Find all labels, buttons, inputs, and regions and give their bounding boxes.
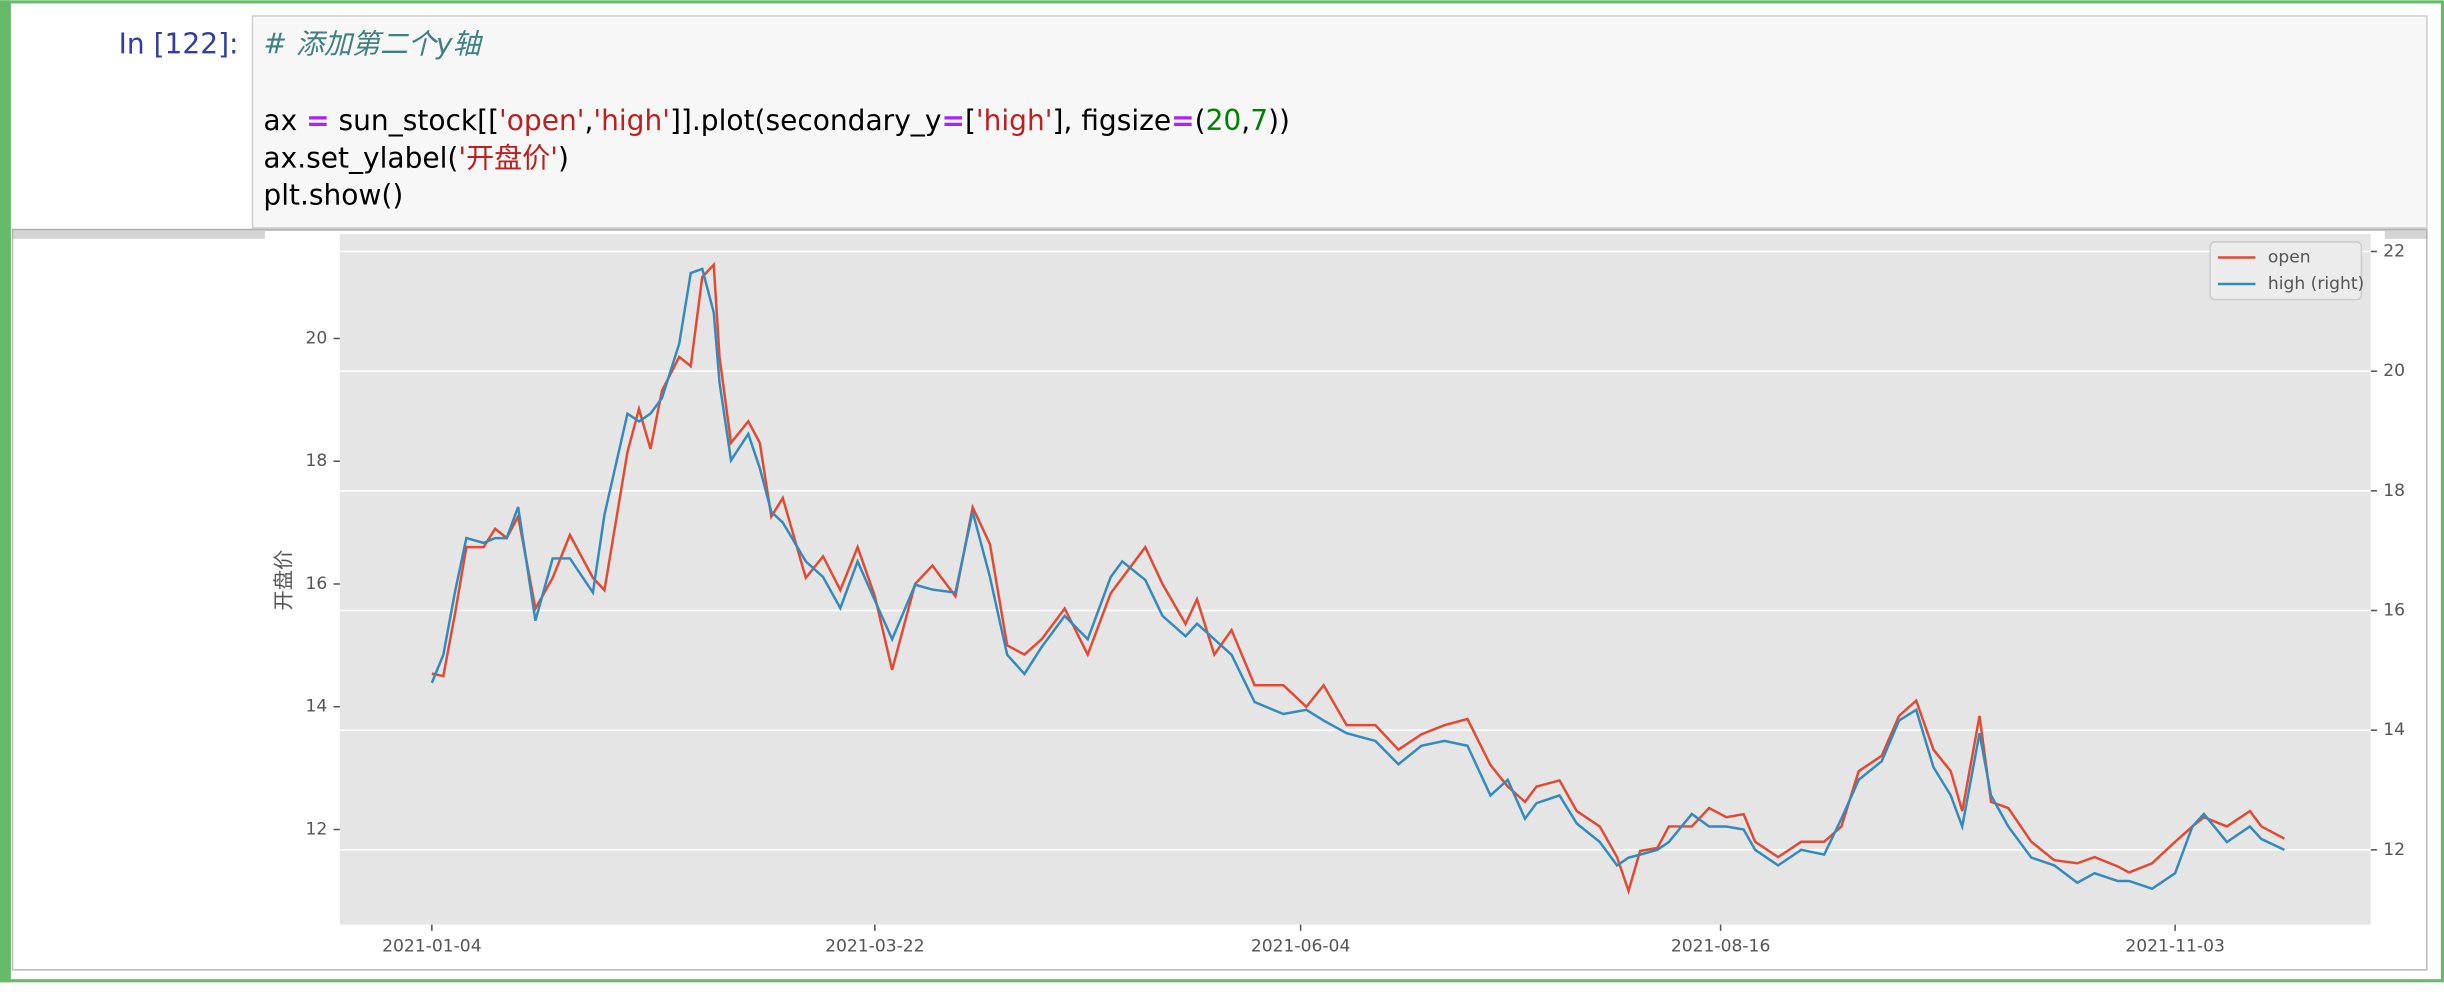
x-tick-label: 2021-11-03 [2125,936,2225,956]
x-tick-label: 2021-01-04 [382,936,482,956]
code-token: ]].plot(secondary_y [670,104,941,137]
code-token: 'open' [499,104,584,137]
code-cell[interactable] [251,15,2428,229]
code-token: plt.show() [263,179,403,212]
y-tick-label: 16 [306,574,328,594]
code-line: ax = sun_stock[['open','high']].plot(sec… [263,104,1290,137]
code-token: = [941,104,965,137]
y2-tick-label: 20 [2383,361,2405,381]
y-tick-label: 12 [306,820,328,840]
code-token: sun_stock[[ [330,104,499,137]
code-token: = [306,104,330,137]
legend-label: open [2268,248,2311,268]
series-line [430,267,2285,891]
code-token: [ [965,104,976,137]
x-tick-label: 2021-03-22 [825,936,925,956]
y-tick-label: 18 [306,451,328,471]
y2-tick-label: 18 [2383,481,2405,501]
code-token: '开盘价' [458,141,558,174]
y-tick-label: 20 [306,328,328,348]
code-token: ax.set_ylabel( [263,141,458,174]
y2-tick-label: 14 [2383,720,2405,740]
code-token: 'high' [593,104,670,137]
code-token: ) [558,141,569,174]
cell-selection-bar [0,0,11,983]
code-line: ax.set_ylabel('开盘价') [263,141,568,174]
y2-tick-label: 12 [2383,840,2405,860]
code-token: ax [263,104,306,137]
code-token: ], figsize [1052,104,1171,137]
code-line: plt.show() [263,179,403,212]
chart: 12 14 16 18 20 12 14 16 18 20 22 2021-01-04 2021-03-… [264,231,2405,967]
y-tick-label: 14 [306,697,328,717]
x-tick-label: 2021-08-16 [1671,936,1771,956]
y2-tick-label: 22 [2383,241,2405,261]
code-line: # 添加第二个y轴 [263,28,483,61]
code-token: )) [1268,104,1290,137]
code-token: = [1171,104,1195,137]
code-token: 20 [1206,104,1242,137]
prompt: In [122]: [119,28,239,61]
code-token: 7 [1250,104,1268,137]
x-tick-label: 2021-06-04 [1251,936,1351,956]
plot-bg [339,234,2371,925]
legend-label: high (right) [2268,274,2364,294]
code-token: # 添加第二个y轴 [263,28,483,61]
code-token: , [584,104,593,137]
series-line [431,261,2286,896]
code-token: ( [1195,104,1206,137]
y2-tick-label: 16 [2383,601,2405,621]
code-token: 'high' [976,104,1053,137]
y-axis-label: 开盘价 [272,550,296,611]
code-token: , [1241,104,1250,137]
